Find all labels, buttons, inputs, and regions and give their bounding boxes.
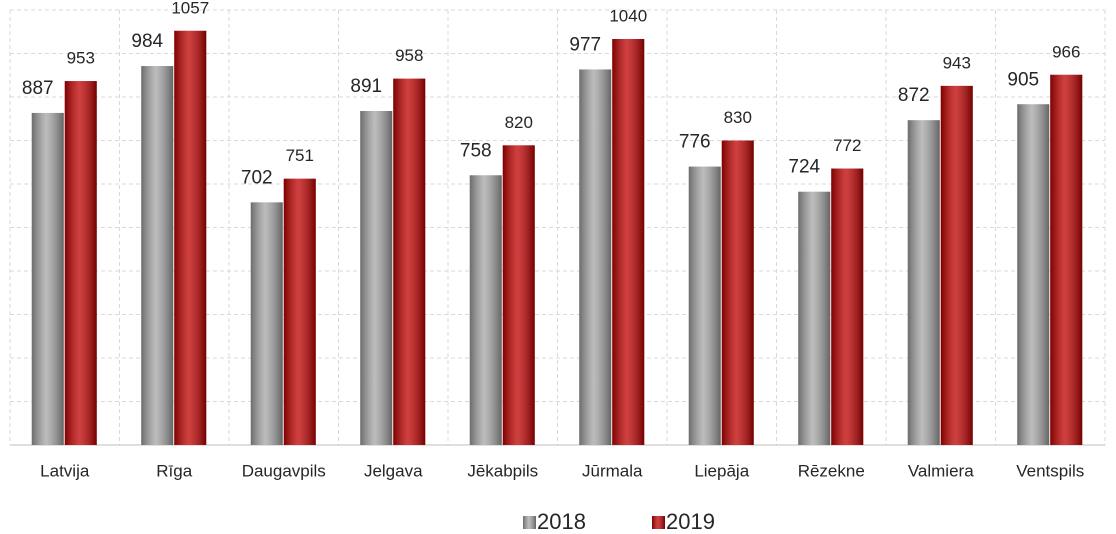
bar-shade (798, 191, 831, 445)
bar-shade (174, 30, 207, 446)
bar-shade (283, 178, 316, 445)
bar-shade (469, 175, 502, 446)
x-tick-label: Jēkabpils (467, 461, 538, 480)
data-label: 772 (833, 136, 861, 155)
bar-shade (250, 202, 283, 445)
data-label: 702 (241, 167, 273, 188)
bar-shade (688, 166, 721, 445)
data-label: 751 (286, 146, 314, 165)
data-label: 1057 (171, 0, 209, 17)
data-label: 724 (788, 157, 820, 178)
data-label: 1040 (609, 6, 647, 25)
data-label: 953 (67, 49, 95, 68)
data-label: 905 (1007, 69, 1039, 90)
data-label: 872 (898, 85, 930, 106)
legend-marker-shade (523, 516, 536, 529)
bar-shade (1050, 74, 1083, 446)
x-tick-label: Rīga (156, 461, 192, 480)
x-tick-label: Jūrmala (582, 461, 643, 480)
legend-marker-shade (652, 516, 665, 529)
bar-shade (502, 145, 535, 446)
x-tick-label: Latvija (40, 461, 90, 480)
bar-shade (940, 85, 973, 445)
data-label: 966 (1052, 42, 1080, 61)
x-tick-label: Valmiera (908, 461, 974, 480)
data-label: 984 (131, 31, 163, 52)
bar-shade (612, 39, 645, 445)
data-label: 820 (505, 113, 533, 132)
x-tick-label: Daugavpils (242, 461, 326, 480)
bar-shade (907, 120, 940, 445)
data-label: 887 (22, 78, 54, 99)
data-label: 830 (724, 108, 752, 127)
bar-shade (141, 66, 174, 446)
bar-shade (831, 168, 864, 446)
data-label: 891 (350, 76, 382, 97)
legend-label: 2019 (666, 509, 715, 534)
data-label: 958 (395, 46, 423, 65)
bar-shade (579, 69, 612, 445)
legend-label: 2018 (537, 509, 586, 534)
x-tick-label: Rēzekne (798, 461, 865, 480)
bar-shade (721, 140, 754, 445)
bar-shade (64, 81, 97, 446)
bar-shade (1017, 104, 1050, 445)
data-label: 943 (943, 53, 971, 72)
data-label: 977 (569, 34, 601, 55)
bar-shade (360, 111, 393, 446)
x-tick-label: Ventspils (1016, 461, 1084, 480)
bar-shade (393, 78, 426, 445)
bar-shade (31, 112, 64, 445)
data-label: 758 (460, 140, 492, 161)
x-tick-label: Liepāja (694, 461, 749, 480)
data-label: 776 (679, 132, 711, 153)
x-tick-label: Jelgava (364, 461, 423, 480)
